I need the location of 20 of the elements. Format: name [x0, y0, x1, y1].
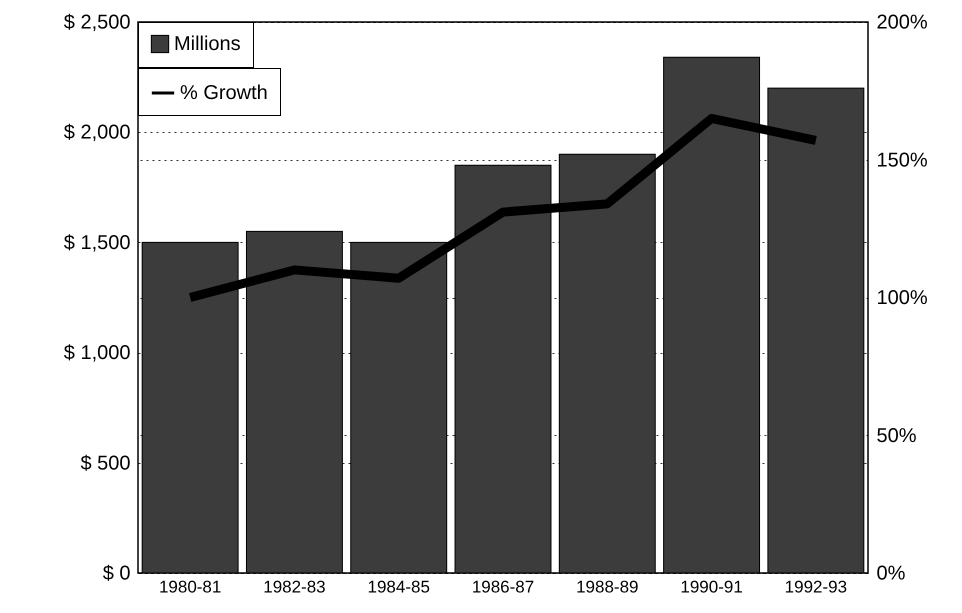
x-tick-label: 1990-91	[680, 578, 743, 596]
x-tick-label: 1984-85	[368, 578, 430, 596]
y2-tick-label: 200%	[876, 12, 928, 34]
y2-tick-label: 0%	[876, 562, 906, 584]
x-tick-label: 1988-89	[576, 578, 638, 596]
y-tick-label: $ 2,500	[64, 12, 130, 34]
y2-tick-label: 50%	[876, 424, 917, 447]
legend-label: Millions	[174, 33, 241, 55]
legend-label: % Growth	[180, 82, 268, 104]
y2-tick-label: 150%	[876, 149, 928, 172]
y-tick-label: $ 1,500	[64, 232, 130, 254]
x-tick-label: 1982-83	[263, 578, 326, 596]
y-tick-label: $ 0	[102, 562, 130, 584]
x-tick-label: 1992-93	[784, 578, 848, 596]
x-tick-label: 1986-87	[472, 578, 534, 596]
x-tick-label: 1980-81	[158, 578, 222, 596]
y-tick-label: $ 500	[80, 452, 130, 474]
y-tick-label: $ 1,000	[64, 342, 130, 364]
y2-tick-label: 100%	[876, 287, 928, 309]
y-tick-label: $ 2,000	[64, 122, 130, 144]
